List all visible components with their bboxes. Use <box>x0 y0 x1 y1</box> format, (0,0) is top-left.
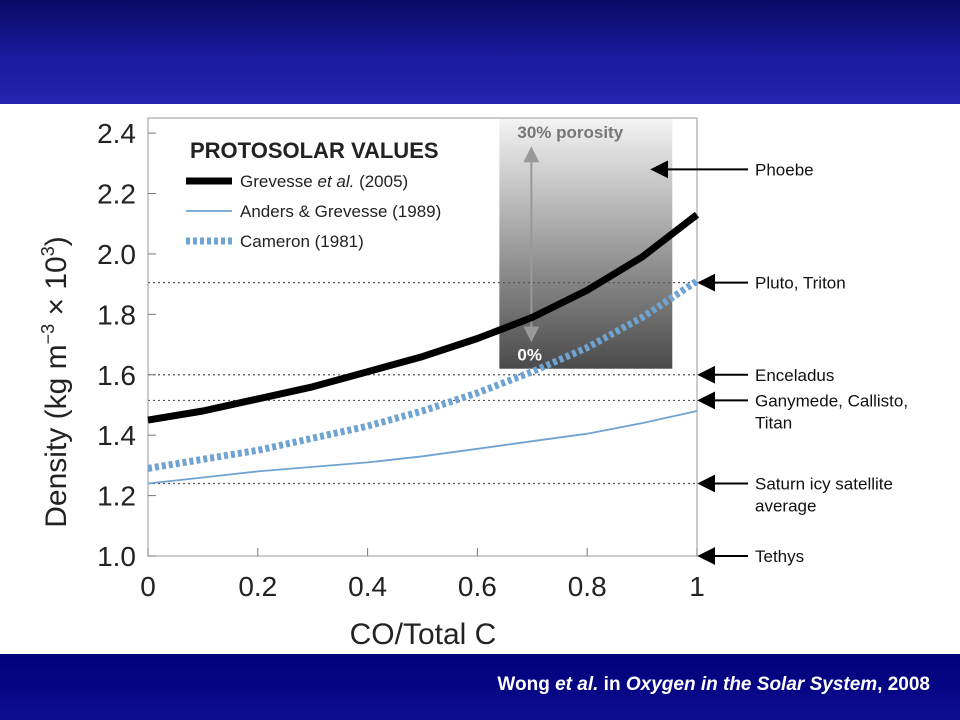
title-banner <box>0 0 960 104</box>
plot-frame <box>147 117 698 557</box>
reference-label: Phoebe <box>755 160 814 179</box>
reference-label: Saturn icy satellite <box>755 475 893 494</box>
reference-label: Pluto, Triton <box>755 274 846 293</box>
porosity-bottom-label: 0% <box>517 346 542 365</box>
x-tick-label: 0.2 <box>238 571 277 602</box>
y-tick-label: 1.0 <box>97 541 136 572</box>
y-tick-label: 1.2 <box>97 481 136 512</box>
y-tick-label: 1.4 <box>97 420 136 451</box>
x-tick-label: 0.8 <box>568 571 607 602</box>
legend-entry: Cameron (1981) <box>240 232 364 251</box>
density-chart: 30% porosity 0% 1.0 1.2 1.4 1.6 1.8 2.0 2.2 2.4… <box>38 117 908 651</box>
reference-label-line2: Titan <box>755 413 792 432</box>
series-line <box>147 410 698 485</box>
y-tick-label: 2.2 <box>97 179 136 210</box>
citation: Wong et al. in Oxygen in the Solar Syste… <box>497 674 930 695</box>
y-tick-label: 2.4 <box>97 118 136 149</box>
series-line <box>147 278 699 472</box>
series-line <box>147 211 700 424</box>
y-tick-label: 1.8 <box>97 299 136 330</box>
x-tick-label: 0.6 <box>458 571 497 602</box>
y-axis-label: Density (kg m−3 × 103) <box>38 236 73 527</box>
legend-entry: Anders & Grevesse (1989) <box>240 202 441 221</box>
reference-label-line2: average <box>755 497 816 516</box>
porosity-box <box>499 118 673 369</box>
x-axis-label: CO/Total C <box>350 618 497 651</box>
y-tick-label: 2.0 <box>97 239 136 270</box>
y-tick-label: 1.6 <box>97 360 136 391</box>
legend-title: PROTOSOLAR VALUES <box>190 138 439 163</box>
x-tick-label: 0 <box>140 571 156 602</box>
legend-entry: Grevesse et al. (2005) <box>240 172 408 191</box>
x-tick-label: 0.4 <box>348 571 387 602</box>
reference-label: Ganymede, Callisto, <box>755 391 908 410</box>
porosity-top-label: 30% porosity <box>517 123 623 142</box>
reference-label: Enceladus <box>755 366 834 385</box>
x-tick-label: 1 <box>689 571 705 602</box>
footer-banner <box>0 654 960 720</box>
reference-label: Tethys <box>755 547 804 566</box>
